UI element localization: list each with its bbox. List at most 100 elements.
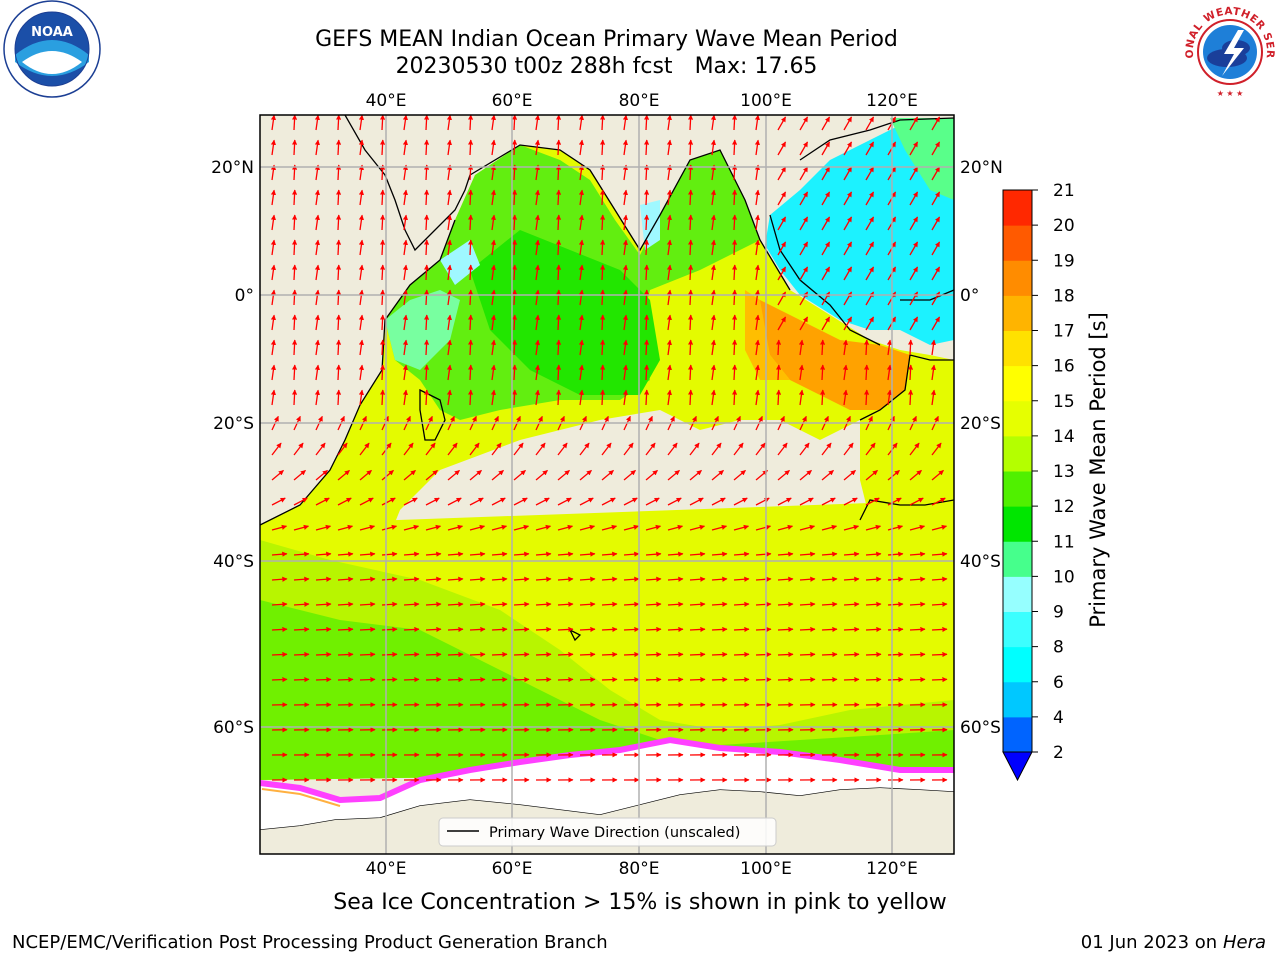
- wave-arrow: [711, 651, 728, 658]
- wave-arrow: [467, 339, 474, 356]
- wave-arrow: [358, 139, 365, 156]
- wave-arrow: [337, 676, 354, 683]
- wave-arrow: [335, 289, 342, 306]
- wave-arrow: [469, 576, 486, 582]
- wave-arrow: [865, 266, 875, 281]
- wave-arrow: [270, 139, 277, 156]
- wave-arrow: [622, 239, 629, 256]
- wave-arrow: [446, 389, 453, 406]
- legend-label: Primary Wave Direction (unscaled): [489, 825, 740, 841]
- wave-arrow: [777, 576, 794, 582]
- wave-arrow: [754, 139, 761, 156]
- wave-arrow: [446, 264, 453, 281]
- colorbar-segment: [1003, 400, 1032, 437]
- wave-arrow: [337, 601, 354, 607]
- axis-labels: 40°E 60°E 80°E 100°E 120°E 40°E 60°E 80°…: [211, 91, 1003, 879]
- wave-arrow: [821, 626, 838, 633]
- wave-arrow: [799, 216, 809, 231]
- wave-arrow: [402, 264, 409, 281]
- noaa-logo-text: NOAA: [31, 25, 73, 40]
- wave-arrow: [335, 189, 342, 206]
- wave-arrow: [754, 289, 761, 306]
- wave-arrow: [710, 139, 717, 156]
- wave-arrow: [821, 651, 838, 658]
- wave-arrow: [667, 469, 680, 481]
- wave-arrow: [777, 141, 787, 156]
- wave-arrow: [821, 216, 831, 231]
- wave-arrow: [359, 576, 376, 582]
- lat-right-3: 20°S: [960, 414, 1001, 434]
- wave-arrow: [403, 497, 418, 506]
- wave-arrow: [467, 115, 474, 131]
- colorbar-tick-label: 11: [1053, 532, 1075, 552]
- wave-arrow: [402, 139, 409, 156]
- wave-arrow: [425, 524, 442, 531]
- wave-arrow: [909, 497, 924, 506]
- wave-arrow: [799, 191, 809, 206]
- wave-arrow: [314, 189, 321, 206]
- wave-arrow: [887, 601, 904, 607]
- wave-arrow: [622, 339, 629, 356]
- wave-arrow: [335, 214, 342, 231]
- wave-arrow: [865, 241, 875, 256]
- wave-arrow: [710, 314, 717, 331]
- wave-arrow: [490, 389, 497, 406]
- wave-arrow: [314, 289, 321, 306]
- wave-arrow: [513, 651, 530, 658]
- wave-arrow: [490, 364, 497, 381]
- wave-arrow: [687, 264, 694, 281]
- colorbar-segment: [1003, 435, 1032, 472]
- wave-arrow: [687, 115, 694, 131]
- wave-arrow: [579, 469, 592, 481]
- wave-arrow: [335, 239, 342, 256]
- wave-arrow: [469, 676, 486, 683]
- wave-arrow: [733, 442, 744, 456]
- wave-arrow: [403, 676, 420, 683]
- colorbar-segment: [1003, 225, 1032, 261]
- wave-arrow: [557, 576, 574, 582]
- wave-arrow: [886, 339, 893, 356]
- wave-direction-arrows: [270, 115, 948, 783]
- wave-arrow: [843, 524, 860, 531]
- wave-arrow: [423, 339, 430, 356]
- wave-arrow: [271, 626, 288, 633]
- wave-arrow: [687, 389, 694, 406]
- wave-arrow: [865, 601, 882, 607]
- wave-arrow: [491, 442, 502, 456]
- wave-arrow: [578, 214, 585, 231]
- wave-arrow: [777, 316, 787, 331]
- wave-arrow: [359, 442, 370, 456]
- wave-arrow: [821, 116, 831, 131]
- wave-arrow: [777, 626, 794, 633]
- wave-arrow: [755, 626, 772, 633]
- wave-arrow: [798, 339, 805, 356]
- wave-arrow: [314, 115, 321, 131]
- wave-arrow: [931, 116, 941, 131]
- wave-arrow: [601, 601, 618, 607]
- wave-arrow: [865, 141, 875, 156]
- wave-arrow: [666, 364, 673, 381]
- wave-arrow: [643, 264, 650, 281]
- wave-arrow: [754, 314, 761, 331]
- wave-arrow: [578, 314, 585, 331]
- wave-arrow: [291, 339, 298, 356]
- wave-arrow: [535, 497, 550, 506]
- wave-arrow: [755, 524, 772, 531]
- wave-arrow: [293, 469, 306, 481]
- wave-arrow: [909, 141, 919, 156]
- wave-arrow: [358, 115, 365, 131]
- wave-arrow: [643, 314, 650, 331]
- wave-arrow: [666, 214, 673, 231]
- wave-arrow: [687, 289, 694, 306]
- wave-arrow: [733, 576, 750, 582]
- wave-arrow: [511, 214, 518, 231]
- wave-arrow: [667, 651, 684, 658]
- colorbar-segment: [1003, 365, 1032, 402]
- wave-arrow: [291, 239, 298, 256]
- wave-arrow: [667, 626, 684, 633]
- wave-arrow: [931, 191, 941, 206]
- wave-arrow: [909, 676, 926, 683]
- wave-arrow: [291, 139, 298, 156]
- wave-arrow: [293, 576, 310, 582]
- lat-left-3: 20°S: [213, 414, 254, 434]
